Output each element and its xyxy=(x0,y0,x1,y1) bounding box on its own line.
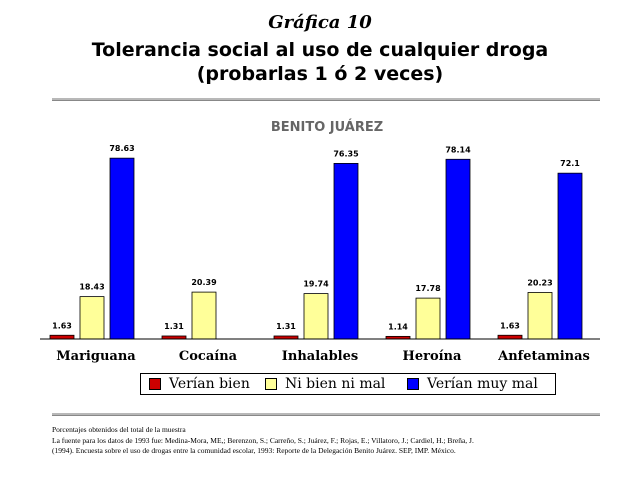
data-label: 1.63 xyxy=(500,321,520,330)
data-label: 20.39 xyxy=(191,278,217,287)
legend-item-ni-bien-ni-mal: Ni bien ni mal xyxy=(265,376,385,392)
bottom-divider xyxy=(52,413,600,416)
data-label: 1.14 xyxy=(388,322,408,331)
title-line-1: Tolerancia social al uso de cualquier dr… xyxy=(91,39,549,61)
data-label: 76.35 xyxy=(333,149,359,158)
legend: Verían bien Ni bien ni mal Verían muy ma… xyxy=(140,373,556,395)
bar xyxy=(109,157,135,340)
data-label: 19.74 xyxy=(303,280,329,289)
legend-swatch-yellow xyxy=(265,378,277,390)
legend-label: Ni bien ni mal xyxy=(285,376,386,392)
category-label: Cocaína xyxy=(179,349,238,364)
data-label: 72.1 xyxy=(560,159,580,168)
data-label: 17.78 xyxy=(415,284,441,293)
footnote-line-3: (1994). Encuesta sobre el uso de drogas … xyxy=(52,446,456,455)
bar xyxy=(79,296,105,340)
bar xyxy=(415,297,441,340)
chart-number: Gráfica 10 xyxy=(268,12,372,33)
legend-label: Verían bien xyxy=(169,376,250,392)
category-label: Heroína xyxy=(403,349,462,364)
legend-item-verian-bien: Verían bien xyxy=(149,376,250,392)
bar xyxy=(527,292,553,340)
bar xyxy=(303,293,329,340)
data-label: 1.31 xyxy=(276,322,296,331)
bar xyxy=(497,334,523,340)
bar xyxy=(49,334,75,340)
bar xyxy=(445,158,471,340)
data-label: 78.14 xyxy=(445,145,471,154)
data-label: 1.31 xyxy=(164,322,184,331)
footnotes: Porcentajes obtenidos del total de la mu… xyxy=(52,425,612,457)
data-label: 20.23 xyxy=(527,278,552,287)
page-title: Tolerancia social al uso de cualquier dr… xyxy=(0,38,640,86)
legend-swatch-red xyxy=(149,378,161,390)
data-label: 1.63 xyxy=(52,321,72,330)
legend-label: Verían muy mal xyxy=(427,376,538,392)
category-label: Mariguana xyxy=(56,349,136,364)
chart-title: BENITO JUÁREZ xyxy=(271,119,383,135)
top-divider xyxy=(52,98,600,101)
legend-item-verian-muy-mal: Verían muy mal xyxy=(407,376,538,392)
data-label: 78.63 xyxy=(109,144,134,153)
footnote-line-2: La fuente para los datos de 1993 fue: Me… xyxy=(52,435,474,445)
category-label: Anfetaminas xyxy=(497,349,590,364)
bar-chart: BENITO JUÁREZ 1.63 18.43 78.63 Mariguana 1.31… xyxy=(40,119,600,364)
category-label: Inhalables xyxy=(282,349,358,364)
footnote-line-1: Porcentajes obtenidos del total de la mu… xyxy=(52,425,186,434)
title-line-2: (probarlas 1 ó 2 veces) xyxy=(196,63,444,85)
bar xyxy=(191,291,217,340)
bar xyxy=(557,172,583,340)
data-label: 18.43 xyxy=(79,283,104,292)
legend-swatch-blue xyxy=(407,378,419,390)
bar xyxy=(333,162,359,340)
